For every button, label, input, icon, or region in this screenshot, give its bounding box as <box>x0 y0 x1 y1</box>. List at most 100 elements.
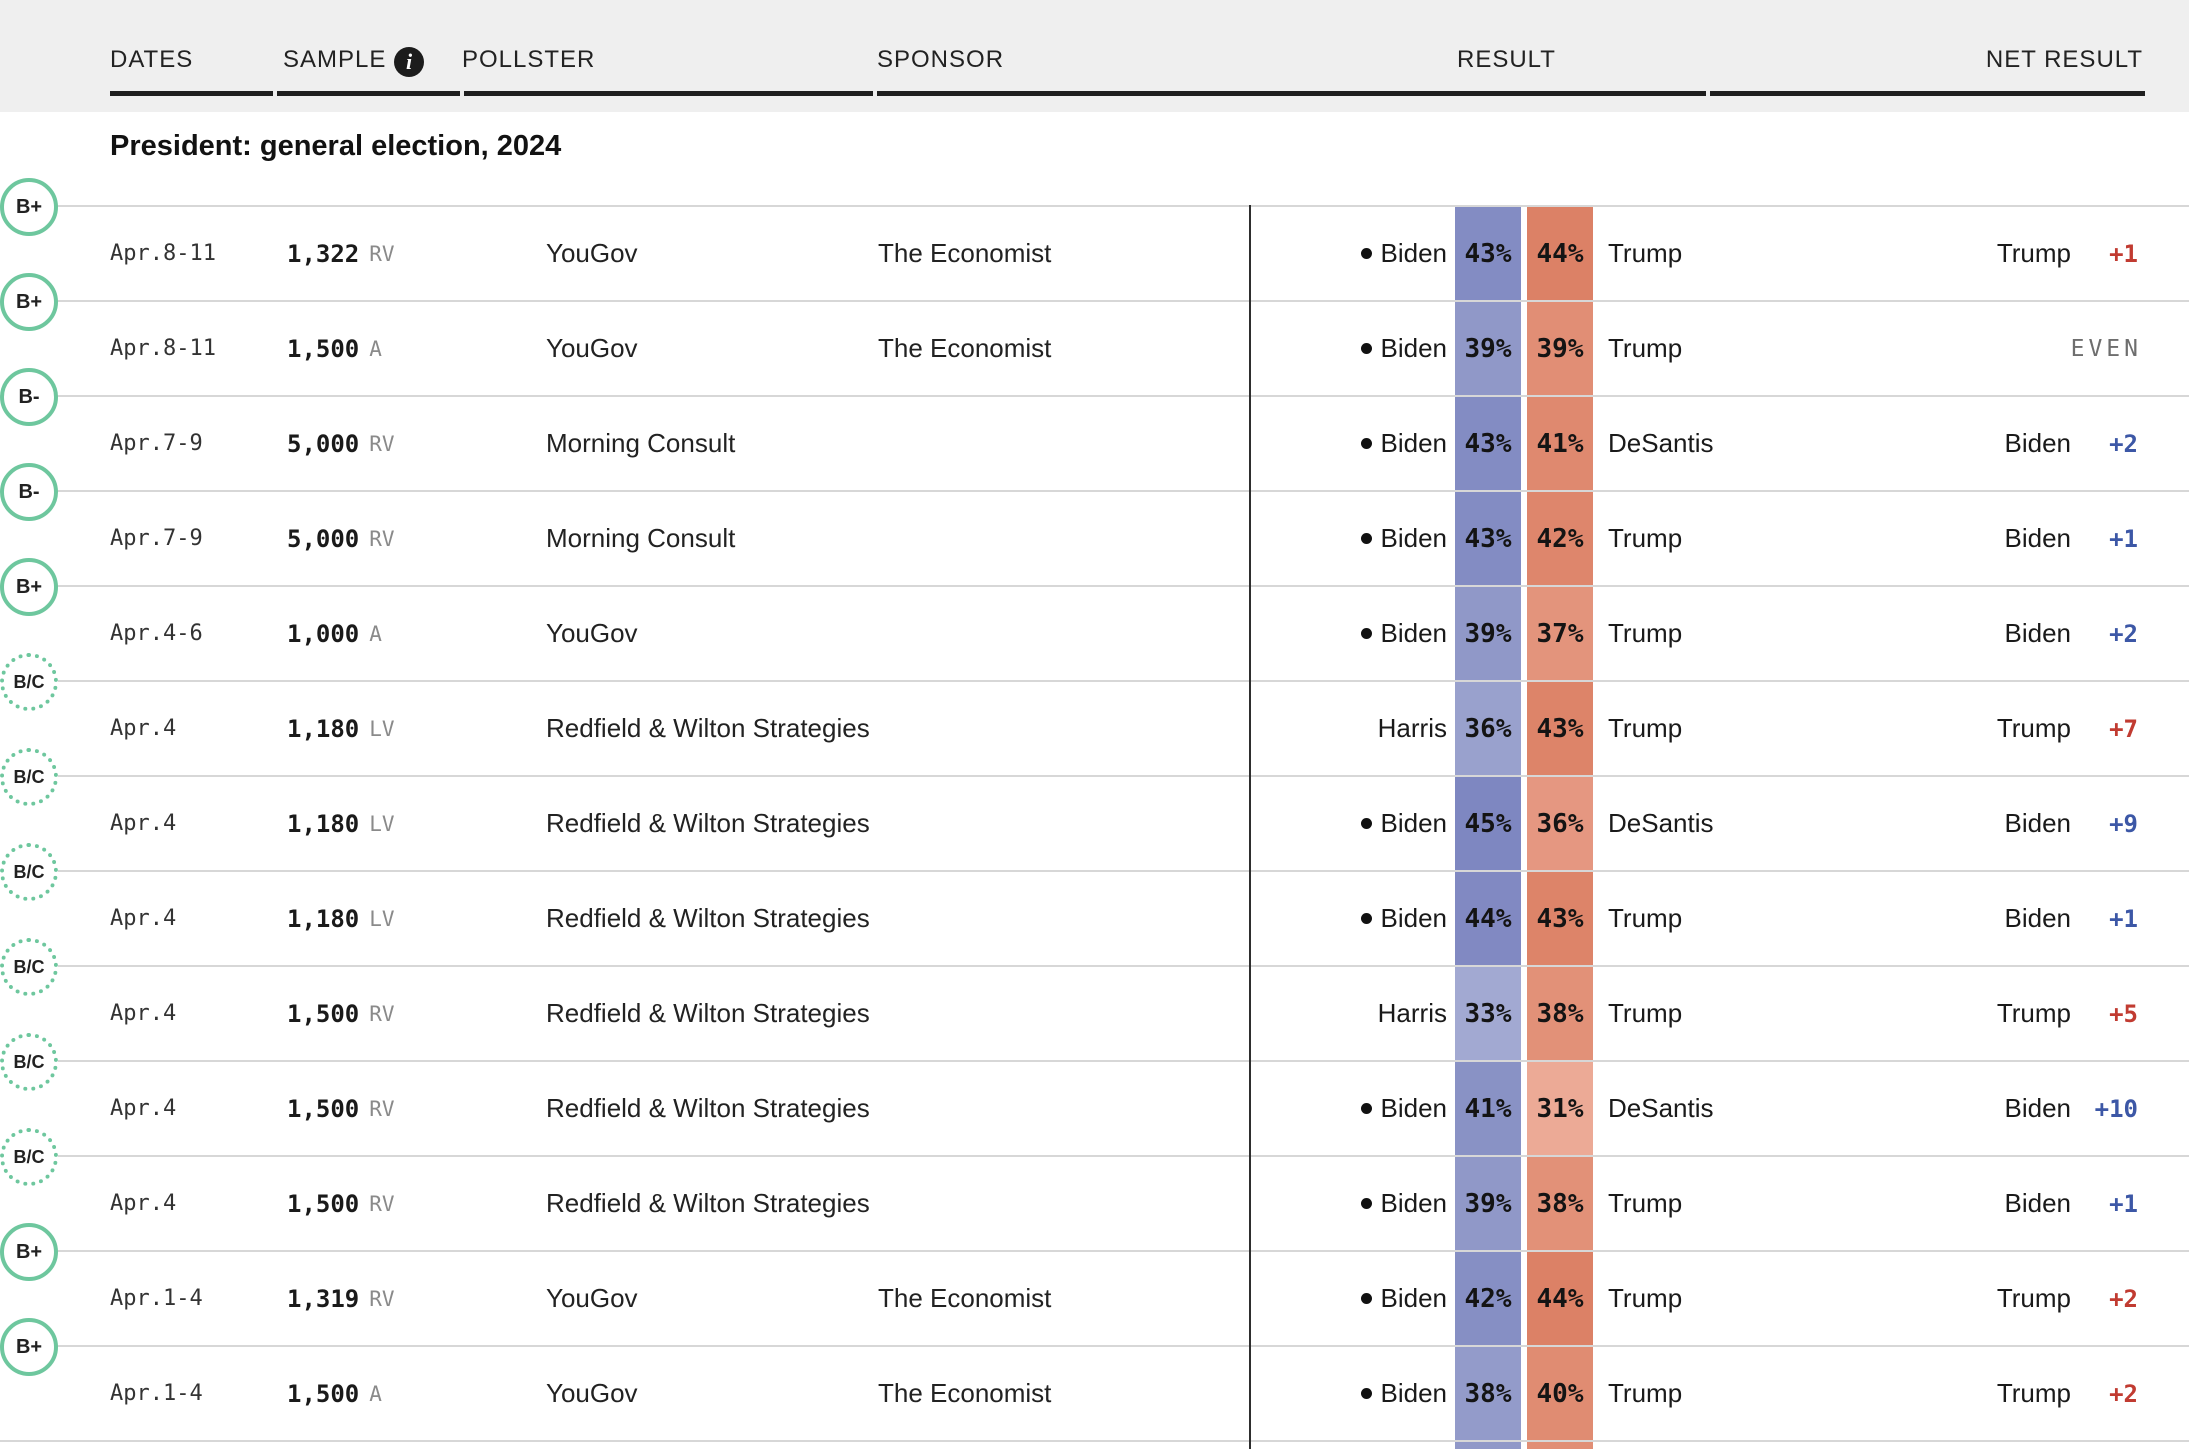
candidate-dem-name: Biden <box>1380 333 1448 363</box>
result-rep-pct: 41% <box>1527 397 1593 490</box>
net-result-value: +5 <box>1968 967 2138 1060</box>
pollster-grade-badge[interactable]: B+ <box>0 1223 58 1281</box>
net-result-value: +1 <box>1968 872 2138 965</box>
pollster-grade-badge[interactable]: B+ <box>0 1318 58 1376</box>
net-result-margin: +7 <box>2109 714 2138 743</box>
poll-sample: 1,000 A <box>287 619 382 648</box>
poll-row: Apr.4 1,180 LV B/C Redfield & Wilton Strateg… <box>0 748 2189 870</box>
net-result-leader: Trump <box>1996 713 2071 743</box>
pollster-name-text: Morning Consult <box>546 523 736 554</box>
candidate-rep-name: Trump <box>1608 523 1683 553</box>
net-result-margin: +2 <box>2109 429 2138 458</box>
net-result-margin: +1 <box>2109 1189 2138 1218</box>
candidate-rep-name: DeSantis <box>1608 428 1714 458</box>
candidate-rep-name: Trump <box>1608 1283 1683 1313</box>
incumbent-dot <box>1360 438 1372 449</box>
info-icon[interactable]: i <box>394 47 424 77</box>
incumbent-dot <box>1360 913 1372 924</box>
pollster-grade-badge[interactable]: B/C <box>0 653 58 711</box>
net-result-margin: +2 <box>2109 619 2138 648</box>
pollster-grade-badge[interactable]: B+ <box>0 178 58 236</box>
result-dem-pct: 43% <box>1455 207 1521 300</box>
pollster-name[interactable]: Redfield & Wilton Strategies <box>546 1157 876 1250</box>
pollster-grade-badge[interactable]: B+ <box>0 558 58 616</box>
result-dem-pct: 41% <box>1455 1062 1521 1155</box>
poll-dates: Apr.4 <box>110 1191 177 1216</box>
pollster-grade-badge[interactable]: B/C <box>0 938 58 996</box>
incumbent-dot <box>1360 1388 1372 1399</box>
pollster-name[interactable]: YouGov <box>546 302 876 395</box>
pollster-grade-badge[interactable]: B- <box>0 368 58 426</box>
pollster-name[interactable]: Redfield & Wilton Strategies <box>546 967 876 1060</box>
net-result-margin: +2 <box>2109 1284 2138 1313</box>
candidate-dem-name: Biden <box>1380 1283 1448 1313</box>
table-header: DATES SAMPLE i POLLSTER SPONSOR RESULT N… <box>0 0 2189 112</box>
pollster-name[interactable]: YouGov <box>546 1252 876 1345</box>
pollster-grade-badge[interactable]: B- <box>0 463 58 521</box>
net-result-value: +9 <box>1968 777 2138 870</box>
polls-table-body: Apr.8-11 1,322 RV B+ YouGov The Economist Bide… <box>0 178 2189 1449</box>
poll-sample: 1,180 LV <box>287 809 395 838</box>
pollster-grade-badge[interactable]: B/C <box>0 748 58 806</box>
result-rep-pct: 40% <box>1527 1347 1593 1440</box>
page-title: President: general election, 2024 <box>110 130 562 162</box>
incumbent-dot <box>1360 343 1372 354</box>
pollster-name[interactable]: Morning Consult <box>546 492 876 585</box>
poll-sample: 1,180 LV <box>287 714 395 743</box>
pollster-name[interactable]: Redfield & Wilton Strategies <box>546 872 876 965</box>
pollster-name-text: Redfield & Wilton Strategies <box>546 1093 870 1124</box>
poll-sample: 1,500 A <box>287 1379 382 1408</box>
poll-dates: Apr.1-4 <box>110 1286 203 1311</box>
net-result-value: +10 <box>1968 1062 2138 1155</box>
poll-sample-type: RV <box>369 1001 395 1026</box>
pollster-name[interactable]: Morning Consult <box>546 397 876 490</box>
poll-row: Apr.4 1,500 RV B/C Redfield & Wilton Strateg… <box>0 1128 2189 1250</box>
column-header-result: RESULT <box>1457 46 1556 73</box>
result-dem-pct: 43% <box>1455 397 1521 490</box>
poll-sample: 5,000 RV <box>287 429 395 458</box>
pollster-name[interactable]: Redfield & Wilton Strategies <box>546 777 876 870</box>
pollster-grade-badge[interactable]: B/C <box>0 1128 58 1186</box>
pollster-name[interactable]: Redfield & Wilton Strategies <box>546 682 876 775</box>
pollster-grade-badge[interactable]: B/C <box>0 1033 58 1091</box>
header-underline <box>1710 91 2145 96</box>
poll-sample: 1,500 RV <box>287 999 395 1028</box>
net-result-margin: +2 <box>2109 1379 2138 1408</box>
poll-sample-type: RV <box>369 1286 395 1311</box>
result-dem-pct: 38% <box>1455 1347 1521 1440</box>
net-result-leader: Biden <box>2004 523 2072 553</box>
pollster-name[interactable]: YouGov <box>546 587 876 680</box>
net-result-leader: Biden <box>2004 618 2072 648</box>
result-candidate-dem: Biden <box>1150 1347 1447 1440</box>
column-header-sponsor: SPONSOR <box>877 46 1005 73</box>
candidate-rep-name: Trump <box>1608 238 1683 268</box>
result-candidate-dem: Harris <box>1150 967 1447 1060</box>
candidate-rep-name: Trump <box>1608 998 1683 1028</box>
pollster-grade-badge[interactable]: B/C <box>0 843 58 901</box>
net-result-value: +1 <box>1968 492 2138 585</box>
pollster-name[interactable]: Redfield & Wilton Strategies <box>546 1062 876 1155</box>
poll-row: Apr.4 1,180 LV B/C Redfield & Wilton Strateg… <box>0 653 2189 775</box>
net-result-margin: +1 <box>2109 524 2138 553</box>
candidate-rep-name: Trump <box>1608 1378 1683 1408</box>
result-dem-pct: 39% <box>1455 302 1521 395</box>
pollster-name[interactable]: YouGov <box>546 1347 876 1440</box>
poll-dates: Apr.7-9 <box>110 526 203 551</box>
result-rep-pct: 38% <box>1527 1157 1593 1250</box>
net-result-margin: +5 <box>2109 999 2138 1028</box>
pollster-grade-badge[interactable]: B+ <box>0 273 58 331</box>
column-header-pollster: POLLSTER <box>462 46 596 73</box>
result-candidate-dem: Biden <box>1150 1062 1447 1155</box>
poll-sample-type: LV <box>369 716 395 741</box>
net-result-value: +2 <box>1968 1252 2138 1345</box>
pollster-name-text: YouGov <box>546 1283 638 1314</box>
pollster-name[interactable]: YouGov <box>546 207 876 300</box>
candidate-rep-name: Trump <box>1608 713 1683 743</box>
result-candidate-dem: Biden <box>1150 207 1447 300</box>
net-result-leader: Biden <box>2004 428 2072 458</box>
result-candidate-dem: Biden <box>1150 777 1447 870</box>
result-candidate-dem: Biden <box>1150 1252 1447 1345</box>
net-result-value: +2 <box>1968 1347 2138 1440</box>
result-column-divider <box>1249 205 1251 1449</box>
